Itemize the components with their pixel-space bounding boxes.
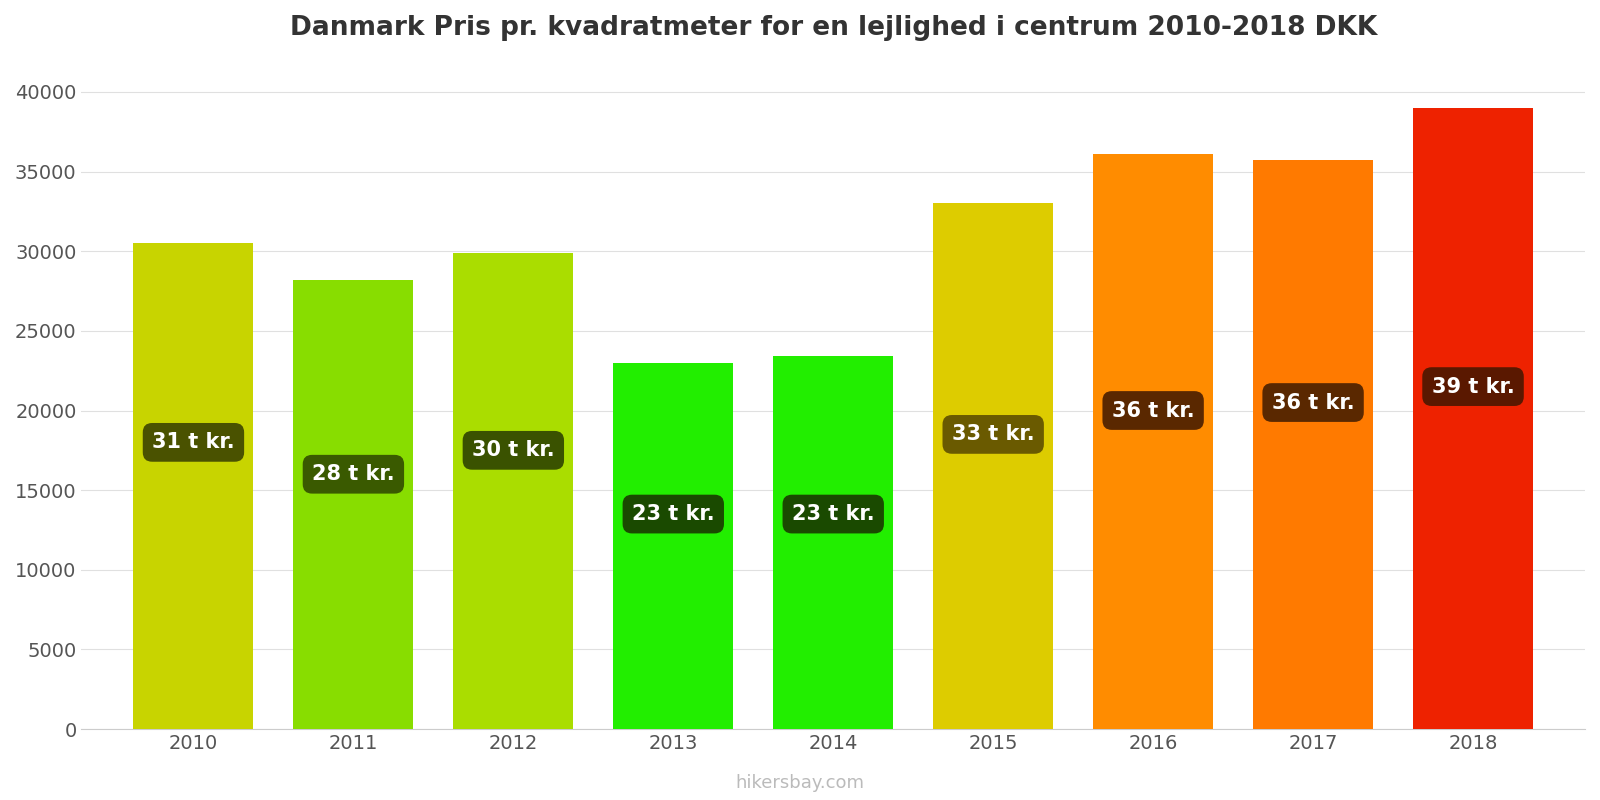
Text: 36 t kr.: 36 t kr. [1112,401,1195,421]
Bar [933,203,1053,729]
Bar [1093,154,1213,729]
Bar [773,356,893,729]
Text: 31 t kr.: 31 t kr. [152,432,235,452]
Bar [613,362,733,729]
Text: hikersbay.com: hikersbay.com [736,774,864,792]
Bar [453,253,573,729]
Bar [1413,108,1533,729]
Bar [1253,160,1373,729]
Text: 28 t kr.: 28 t kr. [312,464,395,484]
Text: 30 t kr.: 30 t kr. [472,440,555,460]
Text: 39 t kr.: 39 t kr. [1432,377,1515,397]
Text: 23 t kr.: 23 t kr. [632,504,715,524]
Text: 23 t kr.: 23 t kr. [792,504,875,524]
Text: 33 t kr.: 33 t kr. [952,424,1035,444]
Title: Danmark Pris pr. kvadratmeter for en lejlighed i centrum 2010-2018 DKK: Danmark Pris pr. kvadratmeter for en lej… [290,15,1378,41]
Text: 36 t kr.: 36 t kr. [1272,393,1355,413]
Bar [133,243,253,729]
Bar [293,280,413,729]
